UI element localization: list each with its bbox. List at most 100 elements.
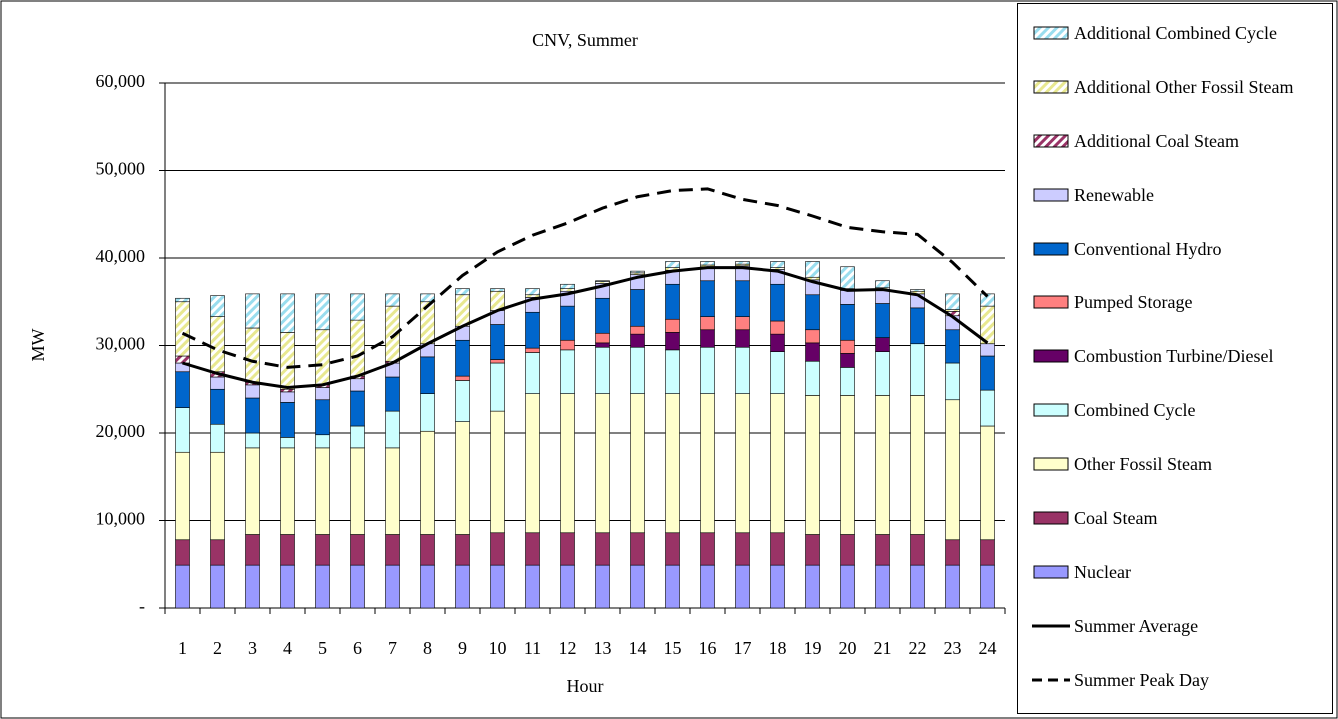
bar-segment [560, 532, 575, 566]
legend-label: Conventional Hydro [1074, 238, 1222, 259]
x-tick-label: 23 [944, 638, 962, 658]
bar-segment [210, 423, 225, 453]
y-tick-label: 50,000 [96, 159, 146, 179]
bar-segment [280, 332, 295, 390]
bar-segment [280, 447, 295, 535]
bar-segment [455, 339, 470, 377]
legend-swatch [1033, 349, 1069, 363]
bar-segment [700, 316, 715, 331]
bar-segment [490, 324, 505, 360]
bar-segment [770, 320, 785, 335]
legend-swatch [1033, 188, 1069, 202]
bar-segment [595, 346, 610, 394]
bar-segment [945, 399, 960, 541]
bar-segment [420, 564, 435, 609]
legend-item: Nuclear [1018, 545, 1332, 599]
bar-segment [770, 333, 785, 352]
bar-segment [735, 564, 750, 609]
bar-segment [560, 288, 575, 292]
bar-segment [910, 307, 925, 345]
x-tick-label: 1 [178, 638, 187, 658]
bar-segment [980, 343, 995, 357]
bar-segment [245, 534, 260, 566]
legend-item: Summer Average [1018, 599, 1332, 653]
bar-segment [175, 371, 190, 408]
bar-segment [805, 342, 820, 362]
bar-segment [315, 564, 330, 609]
legend-item: Combustion Turbine/Diesel [1018, 329, 1332, 383]
bar-segment [315, 293, 330, 331]
bar-segment [175, 355, 190, 364]
legend-swatch [1033, 403, 1069, 417]
legend-item: Additional Coal Steam [1018, 114, 1332, 168]
bar-segment [175, 301, 190, 357]
bar-segment [840, 367, 855, 396]
bar-segment [490, 288, 505, 292]
bar-segment [420, 430, 435, 535]
bar-segment [840, 564, 855, 609]
bar-segment [770, 532, 785, 566]
legend-label: Additional Other Fossil Steam [1074, 76, 1294, 97]
x-tick-label: 19 [804, 638, 822, 658]
bar-segment [455, 288, 470, 296]
bar-segment [385, 410, 400, 449]
bar-segment [665, 349, 680, 394]
bar-segment [560, 305, 575, 341]
x-tick-label: 8 [423, 638, 432, 658]
x-tick-label: 17 [734, 638, 752, 658]
bar-segment [280, 534, 295, 566]
bar-segment [525, 393, 540, 534]
legend-swatch [1032, 678, 1070, 682]
legend-item: Conventional Hydro [1018, 222, 1332, 276]
bar-segment [735, 532, 750, 566]
legend-swatch [1033, 80, 1069, 94]
bar-segment [175, 297, 190, 303]
bar-segment [560, 564, 575, 609]
bar-segment [945, 293, 960, 310]
legend-label: Coal Steam [1074, 507, 1158, 528]
bar-segment [490, 362, 505, 412]
bar-segment [665, 283, 680, 320]
y-tick-label: 10,000 [96, 509, 146, 529]
bar-segment [210, 539, 225, 566]
bar-segment [560, 283, 575, 289]
bar-segment [525, 352, 540, 394]
x-tick-label: 6 [353, 638, 362, 658]
bar-segment [665, 532, 680, 566]
bar-segment [630, 270, 645, 274]
legend-label: Combustion Turbine/Diesel [1074, 346, 1274, 367]
bar-segment [315, 329, 330, 386]
bar-segment [700, 393, 715, 534]
bar-segment [805, 564, 820, 609]
bar-segment [630, 532, 645, 566]
bar-segment [245, 432, 260, 449]
bar-segment [840, 290, 855, 305]
x-tick-label: 9 [458, 638, 467, 658]
bar-segment [910, 343, 925, 396]
legend-swatch [1033, 511, 1069, 525]
bar-segment [350, 564, 365, 609]
bar-segment [805, 534, 820, 566]
bar-segment [350, 319, 365, 377]
x-tick-label: 20 [839, 638, 857, 658]
bar-segment [210, 376, 225, 390]
x-tick-label: 3 [248, 638, 257, 658]
legend-swatch [1033, 134, 1069, 148]
bar-segment [735, 261, 750, 265]
bar-segment [455, 294, 470, 327]
bar-segment [385, 376, 400, 412]
bar-segment [770, 393, 785, 534]
bar-segment [630, 333, 645, 348]
bar-segment [595, 564, 610, 609]
bar-segment [665, 261, 680, 268]
bar-segment [945, 362, 960, 401]
bar-segment [910, 534, 925, 566]
bar-segment [210, 388, 225, 425]
bar-segment [910, 289, 925, 292]
bar-segment [910, 564, 925, 609]
bar-segment [350, 293, 365, 321]
bar-segment [420, 393, 435, 432]
bar-segment [175, 539, 190, 566]
bar-segment [770, 351, 785, 394]
bar-segment [525, 532, 540, 566]
